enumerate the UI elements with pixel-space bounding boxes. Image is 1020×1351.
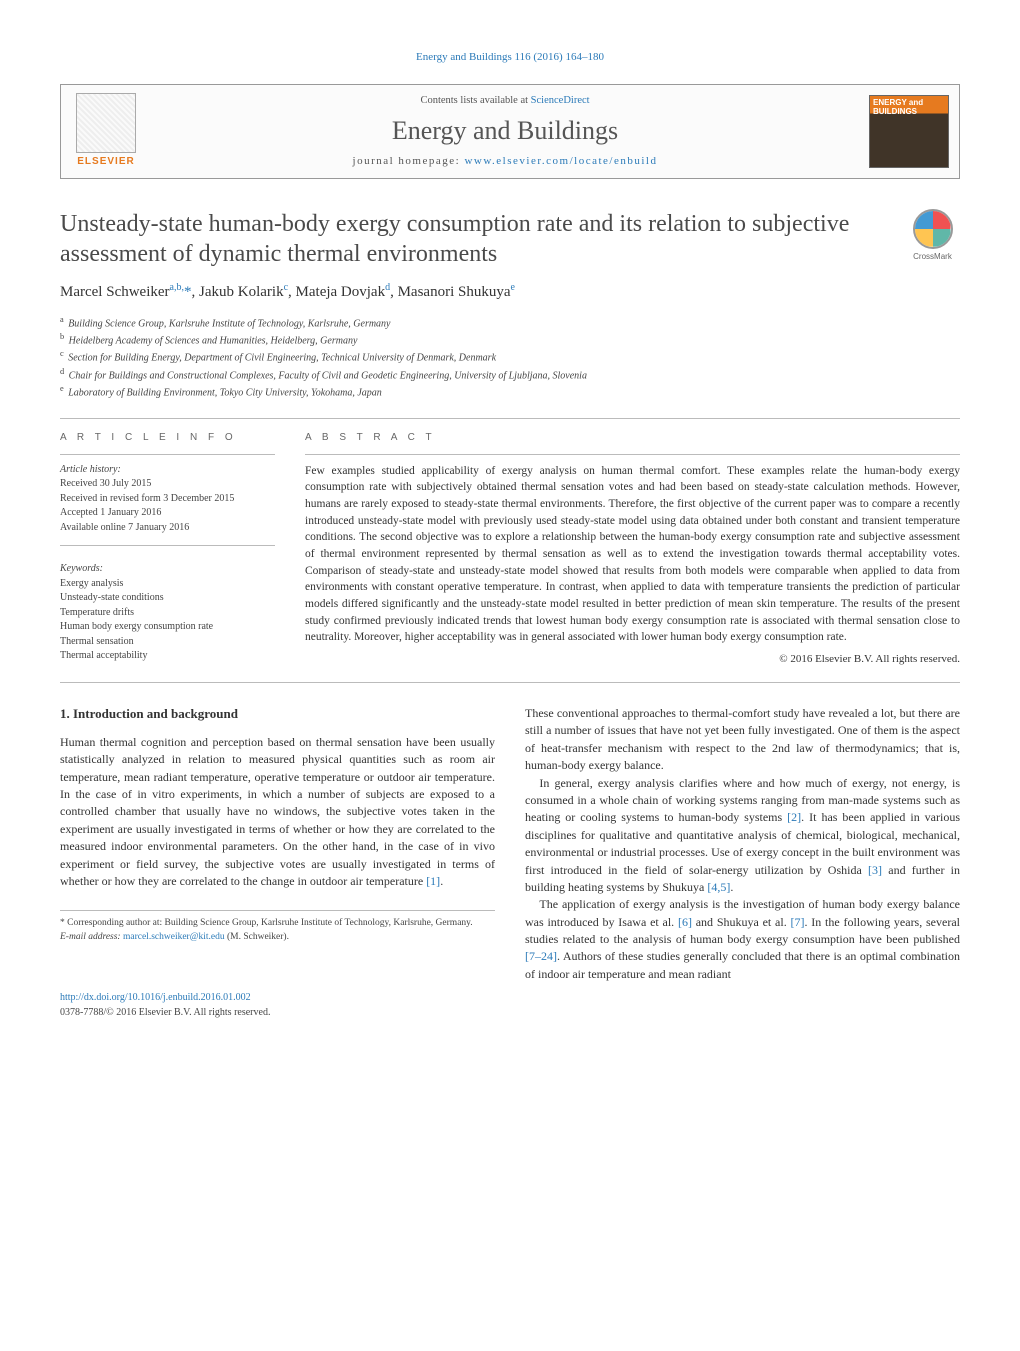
- email-label: E-mail address:: [60, 932, 123, 942]
- journal-homepage: journal homepage: www.elsevier.com/locat…: [161, 154, 849, 170]
- corresponding-note: * Corresponding author at: Building Scie…: [60, 917, 495, 931]
- journal-header-box: ELSEVIER Contents lists available at Sci…: [60, 84, 960, 179]
- keyword: Thermal sensation: [60, 635, 275, 650]
- divider-top: [60, 418, 960, 419]
- contents-lists: Contents lists available at ScienceDirec…: [161, 93, 849, 108]
- body-paragraph: The application of exergy analysis is th…: [525, 896, 960, 983]
- affiliation-e: e Laboratory of Building Environment, To…: [60, 383, 960, 400]
- affiliation-d: d Chair for Buildings and Constructional…: [60, 366, 960, 383]
- doi-block: http://dx.doi.org/10.1016/j.enbuild.2016…: [60, 991, 960, 1020]
- info-divider: [60, 454, 275, 455]
- crossmark-label: CrossMark: [913, 252, 952, 261]
- citation-link[interactable]: [2]: [787, 810, 801, 824]
- abstract-column: a b s t r a c t Few examples studied app…: [305, 431, 960, 668]
- citation-link[interactable]: [7]: [790, 915, 804, 929]
- footnotes-block: * Corresponding author at: Building Scie…: [60, 910, 495, 945]
- citation-link[interactable]: [7–24]: [525, 949, 557, 963]
- history-revised: Received in revised form 3 December 2015: [60, 493, 234, 504]
- citation-link[interactable]: [6]: [678, 915, 692, 929]
- cover-title: ENERGY and BUILDINGS: [873, 99, 945, 117]
- crossmark-icon: [913, 209, 953, 249]
- issn-copyright: 0378-7788/© 2016 Elsevier B.V. All right…: [60, 1007, 270, 1018]
- email-link[interactable]: marcel.schweiker@kit.edu: [123, 932, 225, 942]
- article-info-column: a r t i c l e i n f o Article history: R…: [60, 431, 275, 668]
- keyword: Unsteady-state conditions: [60, 591, 275, 606]
- homepage-link[interactable]: www.elsevier.com/locate/enbuild: [464, 155, 657, 167]
- citation-link[interactable]: [1]: [426, 874, 440, 888]
- doi-link[interactable]: http://dx.doi.org/10.1016/j.enbuild.2016…: [60, 992, 251, 1003]
- email-line: E-mail address: marcel.schweiker@kit.edu…: [60, 931, 495, 945]
- article-info-heading: a r t i c l e i n f o: [60, 431, 275, 446]
- body-column-left: 1. Introduction and background Human the…: [60, 705, 495, 983]
- authors-line: Marcel Schweikera,b,*, Jakub Kolarikc, M…: [60, 281, 960, 304]
- header-citation: Energy and Buildings 116 (2016) 164–180: [60, 50, 960, 66]
- body-column-right: These conventional approaches to thermal…: [525, 705, 960, 983]
- citation-link[interactable]: [3]: [868, 863, 882, 877]
- history-received: Received 30 July 2015: [60, 478, 151, 489]
- history-accepted: Accepted 1 January 2016: [60, 507, 161, 518]
- abstract-text: Few examples studied applicability of ex…: [305, 463, 960, 646]
- article-title: Unsteady-state human-body exergy consump…: [60, 209, 893, 269]
- keyword: Temperature drifts: [60, 606, 275, 621]
- sciencedirect-link[interactable]: ScienceDirect: [531, 95, 590, 106]
- publisher-name: ELSEVIER: [77, 155, 134, 170]
- contents-prefix: Contents lists available at: [420, 95, 530, 106]
- abstract-copyright: © 2016 Elsevier B.V. All rights reserved…: [305, 652, 960, 668]
- header-center: Contents lists available at ScienceDirec…: [151, 85, 859, 178]
- history-online: Available online 7 January 2016: [60, 522, 189, 533]
- homepage-label: journal homepage:: [353, 155, 465, 167]
- crossmark-badge[interactable]: CrossMark: [905, 209, 960, 263]
- journal-name: Energy and Buildings: [161, 112, 849, 150]
- email-tail: (M. Schweiker).: [225, 932, 289, 942]
- affiliations: a Building Science Group, Karlsruhe Inst…: [60, 314, 960, 401]
- affiliation-a: a Building Science Group, Karlsruhe Inst…: [60, 314, 960, 331]
- affiliation-b: b Heidelberg Academy of Sciences and Hum…: [60, 331, 960, 348]
- keywords-label: Keywords:: [60, 562, 275, 577]
- body-paragraph: In general, exergy analysis clarifies wh…: [525, 775, 960, 897]
- keyword: Thermal acceptability: [60, 649, 275, 664]
- body-paragraph: These conventional approaches to thermal…: [525, 705, 960, 775]
- body-two-column: 1. Introduction and background Human the…: [60, 705, 960, 983]
- publisher-logo: ELSEVIER: [61, 85, 151, 178]
- citation-link[interactable]: [4,5]: [707, 880, 730, 894]
- elsevier-tree-icon: [76, 93, 136, 153]
- info-divider-2: [60, 545, 275, 546]
- abstract-heading: a b s t r a c t: [305, 431, 960, 446]
- affiliation-c: c Section for Building Energy, Departmen…: [60, 348, 960, 365]
- abstract-divider: [305, 454, 960, 455]
- divider-bottom: [60, 682, 960, 683]
- body-paragraph: Human thermal cognition and perception b…: [60, 734, 495, 891]
- keyword: Exergy analysis: [60, 577, 275, 592]
- keyword: Human body exergy consumption rate: [60, 620, 275, 635]
- journal-cover-thumbnail: ENERGY and BUILDINGS: [869, 95, 949, 168]
- history-label: Article history:: [60, 464, 121, 475]
- section-1-heading: 1. Introduction and background: [60, 705, 495, 724]
